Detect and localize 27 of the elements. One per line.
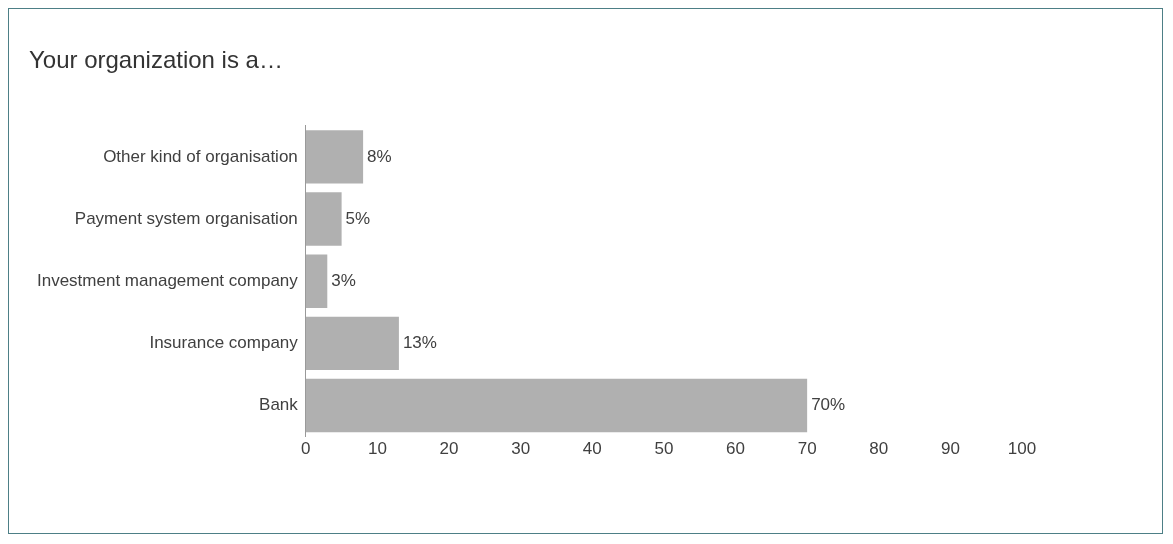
data-label: 70% bbox=[811, 395, 846, 415]
x-tick-label: 100 bbox=[1007, 439, 1037, 459]
x-tick-label: 20 bbox=[439, 439, 459, 459]
data-label: 5% bbox=[345, 208, 371, 228]
x-tick-label: 40 bbox=[582, 439, 602, 459]
x-tick-label: 90 bbox=[940, 439, 960, 459]
bar bbox=[305, 254, 328, 308]
x-tick-label: 70 bbox=[797, 439, 817, 459]
data-label: 8% bbox=[367, 146, 392, 166]
y-tick-label: Insurance company bbox=[149, 333, 299, 353]
x-tick-label: 80 bbox=[869, 439, 889, 459]
data-label: 3% bbox=[331, 270, 356, 290]
bar bbox=[305, 378, 808, 433]
y-tick-label: Bank bbox=[259, 395, 299, 415]
y-tick-label: Investment management company bbox=[36, 270, 299, 290]
bar bbox=[305, 130, 364, 184]
data-label: 13% bbox=[402, 333, 437, 353]
x-tick-label: 60 bbox=[726, 439, 745, 459]
bar bbox=[305, 192, 342, 246]
bar bbox=[305, 316, 399, 371]
chart-title: Your organization is a… bbox=[29, 46, 283, 74]
y-tick-label: Payment system organisation bbox=[74, 208, 298, 228]
x-tick-label: 50 bbox=[654, 439, 674, 459]
x-tick-label: 30 bbox=[511, 439, 531, 459]
y-tick-label: Other kind of organisation bbox=[103, 146, 298, 166]
x-tick-label: 10 bbox=[367, 439, 387, 459]
x-tick-label: 0 bbox=[301, 439, 311, 459]
